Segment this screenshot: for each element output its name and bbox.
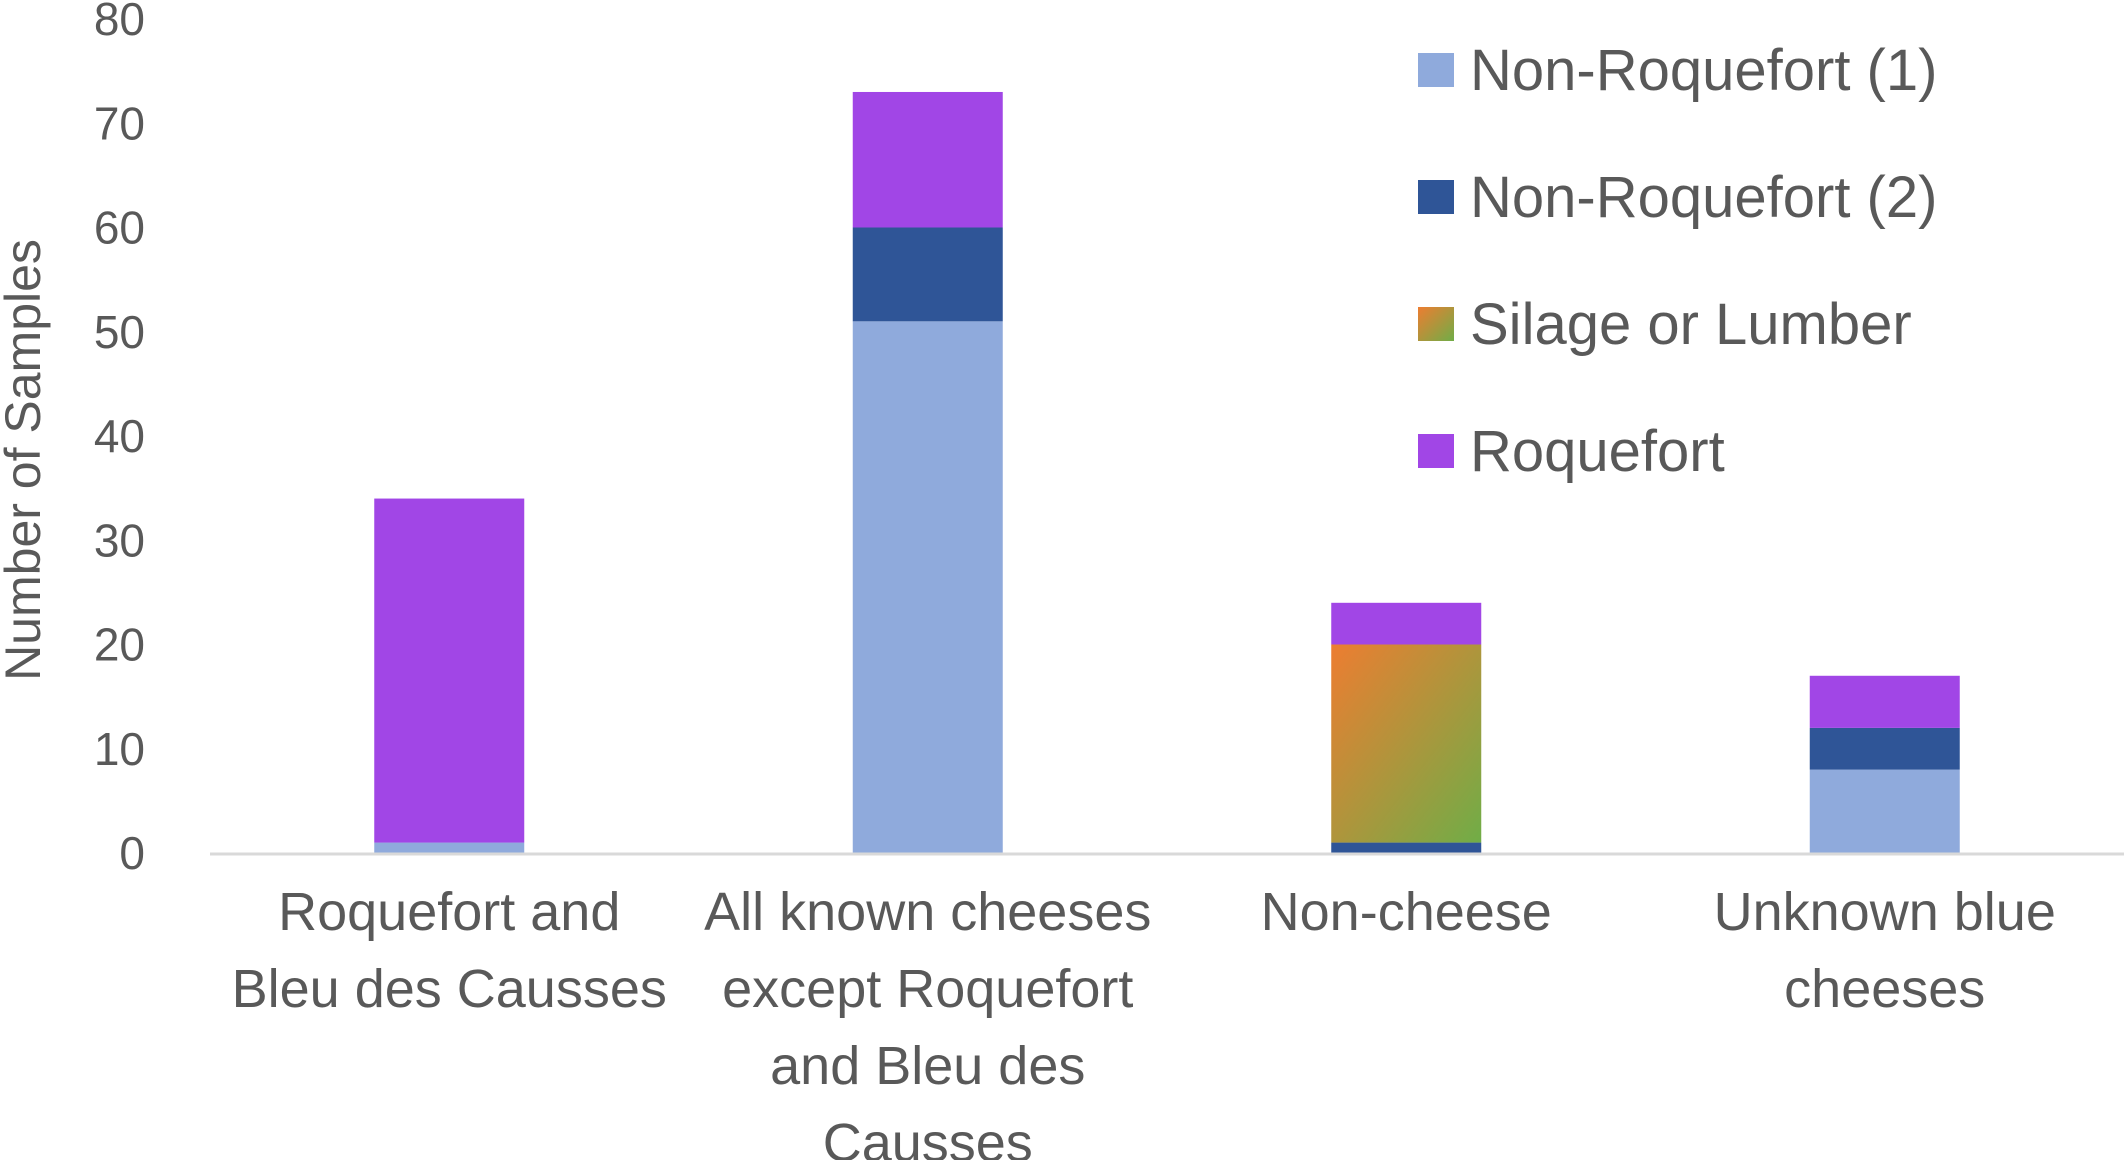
bar-segment-silage-or-lumber	[1331, 644, 1482, 843]
bar-segment-roquefort	[1331, 602, 1482, 645]
legend-swatch	[1418, 307, 1454, 341]
y-tick-label: 30	[94, 514, 145, 566]
y-tick-label: 10	[94, 723, 145, 775]
bar-segment-roquefort	[374, 498, 525, 843]
bar-segment-non-roquefort-2	[852, 227, 1003, 322]
y-tick-label: 50	[94, 306, 145, 358]
bar-segment-roquefort	[852, 91, 1003, 228]
y-tick-label: 80	[94, 0, 145, 45]
x-category-label: Roquefort and Bleu des Causses	[232, 882, 667, 1019]
legend-swatch	[1418, 53, 1454, 87]
legend-swatch	[1418, 180, 1454, 214]
x-category-label: Unknown blue cheeses	[1714, 882, 2056, 1019]
bar-segment-non-roquefort-1	[374, 842, 525, 853]
x-axis-labels: Roquefort and Bleu des Causses All known c…	[232, 882, 2056, 1160]
bar-segment-non-roquefort-1	[852, 321, 1003, 853]
x-category-label: All known cheeses except Roquefort and Ble…	[704, 882, 1151, 1160]
legend-swatch	[1418, 434, 1454, 468]
x-category-label: Non-cheese	[1261, 882, 1552, 942]
legend-label: Roquefort	[1470, 419, 1725, 484]
bar-segment-roquefort	[1809, 675, 1960, 728]
y-tick-label: 20	[94, 619, 145, 671]
bar-segment-non-roquefort-2	[1809, 727, 1960, 770]
legend: Non-Roquefort (1) Non-Roquefort (2) Silage…	[1418, 38, 1937, 484]
y-axis-ticks: 0 10 20 30 40 50 60 70 80	[94, 0, 145, 879]
y-tick-label: 70	[94, 97, 145, 149]
legend-label: Non-Roquefort (1)	[1470, 38, 1937, 103]
legend-label: Non-Roquefort (2)	[1470, 165, 1937, 230]
bar-segment-non-roquefort-1	[1809, 769, 1960, 853]
y-tick-label: 60	[94, 202, 145, 254]
y-tick-label: 0	[119, 827, 145, 879]
bar-segment-non-roquefort-2	[1331, 842, 1482, 853]
y-axis-title: Number of Samples	[0, 239, 51, 681]
bars	[374, 91, 1960, 853]
y-tick-label: 40	[94, 410, 145, 462]
legend-label: Silage or Lumber	[1470, 292, 1912, 357]
